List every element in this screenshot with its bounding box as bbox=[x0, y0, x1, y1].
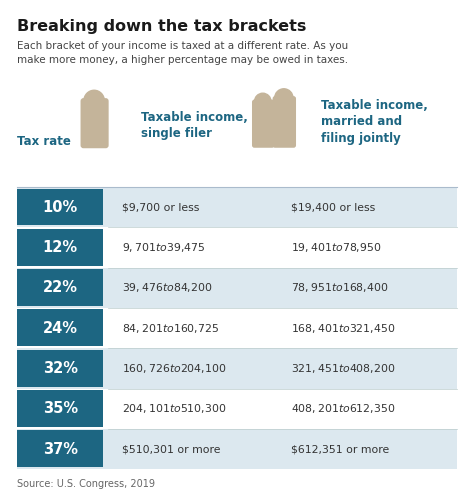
FancyBboxPatch shape bbox=[17, 430, 103, 467]
FancyBboxPatch shape bbox=[81, 98, 109, 148]
Text: Breaking down the tax brackets: Breaking down the tax brackets bbox=[17, 18, 306, 33]
Text: 12%: 12% bbox=[43, 240, 78, 255]
Text: $160,726 to $204,100: $160,726 to $204,100 bbox=[122, 362, 227, 375]
FancyBboxPatch shape bbox=[17, 429, 457, 469]
Circle shape bbox=[274, 89, 293, 108]
Text: 24%: 24% bbox=[43, 321, 78, 335]
FancyBboxPatch shape bbox=[17, 188, 103, 226]
Text: $19,400 or less: $19,400 or less bbox=[291, 202, 375, 212]
Text: 35%: 35% bbox=[43, 401, 78, 416]
Text: 32%: 32% bbox=[43, 361, 78, 376]
Text: $19,401 to $78,950: $19,401 to $78,950 bbox=[291, 241, 382, 254]
Text: $9,700 or less: $9,700 or less bbox=[122, 202, 200, 212]
Text: Taxable income,
single filer: Taxable income, single filer bbox=[141, 111, 248, 140]
FancyBboxPatch shape bbox=[17, 229, 103, 266]
Text: $168,401 to $321,450: $168,401 to $321,450 bbox=[291, 322, 395, 334]
Text: 10%: 10% bbox=[43, 200, 78, 215]
Text: 22%: 22% bbox=[43, 280, 78, 295]
Text: Taxable income,
married and
filing jointly: Taxable income, married and filing joint… bbox=[321, 98, 428, 145]
FancyBboxPatch shape bbox=[17, 269, 103, 306]
Text: Each bracket of your income is taxed at a different rate. As you
make more money: Each bracket of your income is taxed at … bbox=[17, 41, 348, 65]
Text: $39,476 to $84,200: $39,476 to $84,200 bbox=[122, 281, 213, 294]
FancyBboxPatch shape bbox=[17, 310, 103, 346]
Text: $78,951 to $168,400: $78,951 to $168,400 bbox=[291, 281, 388, 294]
FancyBboxPatch shape bbox=[17, 350, 103, 387]
Text: $321,451 to $408,200: $321,451 to $408,200 bbox=[291, 362, 395, 375]
FancyBboxPatch shape bbox=[17, 390, 103, 427]
Text: $612,351 or more: $612,351 or more bbox=[291, 444, 389, 454]
Circle shape bbox=[255, 93, 271, 111]
Text: $204,101 to $510,300: $204,101 to $510,300 bbox=[122, 402, 227, 415]
Text: $9,701 to $39,475: $9,701 to $39,475 bbox=[122, 241, 205, 254]
FancyBboxPatch shape bbox=[17, 348, 457, 389]
Text: $510,301 or more: $510,301 or more bbox=[122, 444, 221, 454]
Circle shape bbox=[84, 90, 104, 112]
FancyBboxPatch shape bbox=[252, 99, 274, 148]
Text: 37%: 37% bbox=[43, 441, 78, 457]
FancyBboxPatch shape bbox=[17, 187, 457, 227]
Text: Tax rate: Tax rate bbox=[17, 136, 71, 149]
Text: Source: U.S. Congress, 2019: Source: U.S. Congress, 2019 bbox=[17, 479, 155, 489]
FancyBboxPatch shape bbox=[17, 268, 457, 308]
FancyBboxPatch shape bbox=[273, 96, 296, 148]
Text: $408,201 to $612,350: $408,201 to $612,350 bbox=[291, 402, 395, 415]
Text: $84,201 to $160,725: $84,201 to $160,725 bbox=[122, 322, 219, 334]
